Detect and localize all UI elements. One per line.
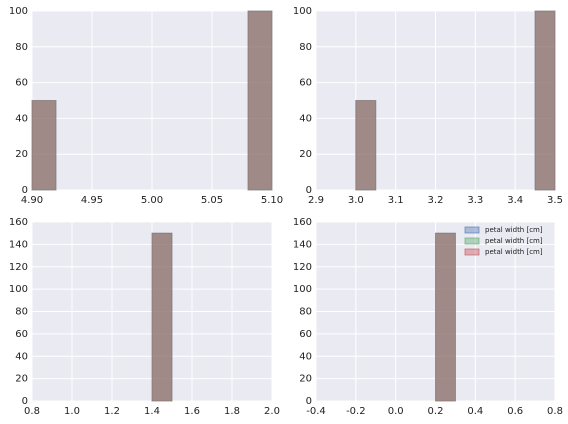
histogram-bar [31, 100, 57, 191]
x-tick-label: 0.8 [547, 406, 563, 417]
y-tick-label: 100 [9, 284, 28, 295]
y-tick-label: 60 [299, 78, 312, 89]
y-tick-label: 40 [15, 113, 28, 124]
x-tick-label: 4.90 [21, 195, 43, 206]
y-tick-label: 80 [299, 42, 312, 53]
x-tick-label: 5.05 [201, 195, 223, 206]
histogram-bar [31, 100, 57, 191]
y-tick-label: 100 [293, 284, 312, 295]
x-tick-label: 4.95 [81, 195, 103, 206]
histogram-bar [247, 10, 273, 191]
y-tick-label: 140 [293, 239, 312, 250]
legend-swatch [464, 237, 480, 245]
histogram-bar [355, 100, 377, 191]
x-tick-label: 1.2 [104, 406, 120, 417]
subplot: 0 20 40 60 80 100 2.9 3.0 3.1 3.2 3.3 3.4 3.5 [293, 6, 563, 206]
legend-label: petal width [cm] [485, 237, 543, 245]
histogram-bar [534, 10, 556, 191]
histogram-bar [247, 10, 273, 191]
y-tick-label: 20 [15, 374, 28, 385]
x-tick-label: 1.4 [144, 406, 160, 417]
x-tick-label: -0.2 [346, 406, 366, 417]
y-tick-label: 40 [299, 113, 312, 124]
x-tick-label: 3.0 [348, 195, 364, 206]
y-tick-label: 40 [15, 351, 28, 362]
legend-swatch [464, 226, 480, 234]
y-tick-label: 0 [22, 185, 28, 196]
y-tick-label: 60 [15, 78, 28, 89]
x-tick-label: 2.9 [308, 195, 324, 206]
x-tick-label: 1.8 [224, 406, 240, 417]
legend: petal width [cm] petal width [cm] petal wi… [464, 226, 543, 256]
y-tick-label: 120 [293, 262, 312, 273]
subplot: 0 20 40 60 80 100 4.90 4.95 5.00 5.05 5.10 [9, 6, 283, 206]
x-tick-label: 3.1 [388, 195, 404, 206]
x-tick-label: 0.0 [388, 406, 404, 417]
x-tick-label: -0.4 [306, 406, 326, 417]
y-tick-label: 60 [299, 329, 312, 340]
y-tick-label: 80 [15, 307, 28, 318]
histogram-bar [534, 10, 556, 191]
legend-label: petal width [cm] [485, 226, 543, 234]
x-tick-label: 1.0 [64, 406, 80, 417]
histogram-bar [151, 232, 173, 402]
y-tick-label: 20 [15, 149, 28, 160]
x-tick-label: 2.0 [264, 406, 280, 417]
histogram-bar [247, 10, 273, 191]
histogram-bar [534, 10, 556, 191]
y-tick-label: 80 [15, 42, 28, 53]
x-tick-label: 0.8 [24, 406, 40, 417]
x-tick-label: 3.4 [507, 195, 523, 206]
x-tick-label: 0.2 [428, 406, 444, 417]
legend-label: petal width [cm] [485, 248, 543, 256]
x-tick-label: 0.4 [467, 406, 483, 417]
x-tick-label: 1.6 [184, 406, 200, 417]
y-tick-label: 80 [299, 307, 312, 318]
y-tick-label: 100 [9, 6, 28, 17]
histogram-bar [31, 100, 57, 191]
histogram-bar [355, 100, 377, 191]
subplot: 0 20 40 60 80 100 120 140 160 -0.4 -0.2 0.0 0.2 0.4 0.… [293, 217, 563, 417]
y-tick-label: 0 [22, 396, 28, 407]
y-tick-label: 120 [9, 262, 28, 273]
histogram-bar [151, 232, 173, 402]
y-tick-label: 160 [9, 217, 28, 228]
x-tick-label: 3.3 [467, 195, 483, 206]
y-tick-label: 20 [299, 149, 312, 160]
x-tick-label: 0.6 [507, 406, 523, 417]
histogram-bar [151, 232, 173, 402]
legend-swatch [464, 248, 480, 256]
y-tick-label: 0 [306, 396, 312, 407]
y-tick-label: 0 [306, 185, 312, 196]
histogram-bar [435, 232, 456, 402]
x-tick-label: 3.5 [547, 195, 563, 206]
y-tick-label: 40 [299, 351, 312, 362]
y-tick-label: 60 [15, 329, 28, 340]
y-tick-label: 100 [293, 6, 312, 17]
y-tick-label: 160 [293, 217, 312, 228]
x-tick-label: 5.10 [261, 195, 283, 206]
y-tick-label: 20 [299, 374, 312, 385]
y-tick-label: 140 [9, 239, 28, 250]
histogram-bar [435, 232, 456, 402]
x-tick-label: 3.2 [428, 195, 444, 206]
x-tick-label: 5.00 [141, 195, 163, 206]
subplot: 0 20 40 60 80 100 120 140 160 0.8 1.0 1.2 1.4 1.6 1.8 2… [9, 217, 280, 417]
histogram-bar [355, 100, 377, 191]
histogram-bar [435, 232, 456, 402]
